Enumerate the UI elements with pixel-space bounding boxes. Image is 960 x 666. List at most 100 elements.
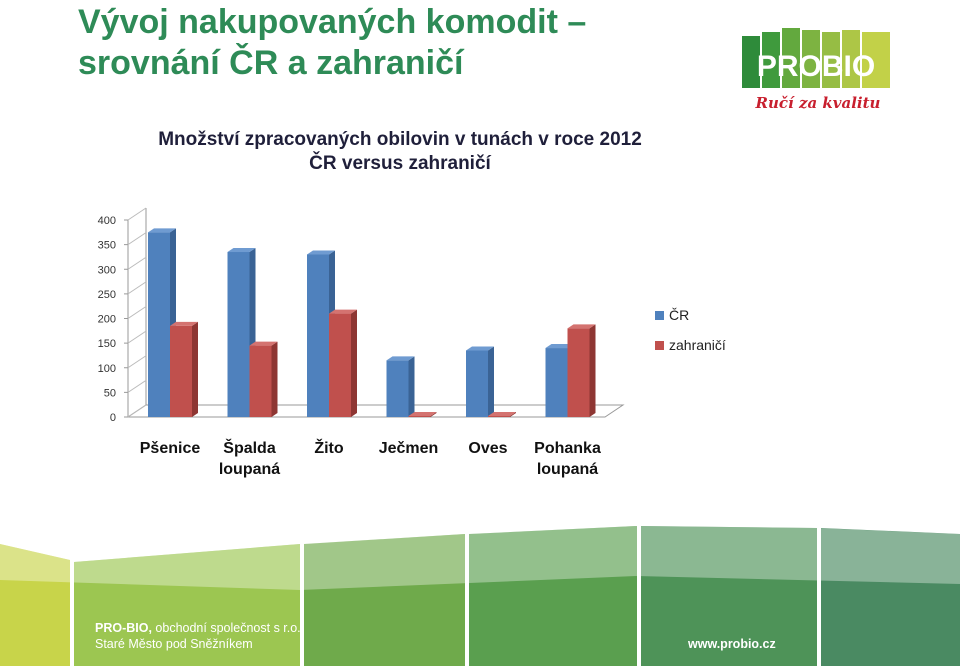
bar-front [148,232,170,417]
probio-logo: PROBIO Ručí za kvalitu [742,28,890,112]
footer-city: Staré Město pod Sněžníkem [95,637,253,651]
bar-side [408,356,415,417]
category-label-line: Pšenice [139,440,201,457]
bar-abroad-0 [170,321,198,417]
category-label: Špalda loupaná [205,438,295,480]
chart-title-line-2: ČR versus zahraničí [309,153,491,174]
category-label-line: Žito [314,440,344,457]
bar-side [192,321,198,417]
category-label-line: Oves [468,440,508,457]
footer-panel-3 [304,534,465,666]
logo-stripe-6 [842,30,860,88]
slide-title-line-1: Vývoj nakupovaných komodit – [78,3,587,41]
footer-company-bold: PRO-BIO, [95,621,152,635]
slide-title-line-2: srovnání ČR a zahraničí [78,44,464,82]
logo-tagline: Ručí za kvalitu [755,94,881,112]
bar-top [488,412,516,416]
bar-top [408,412,437,416]
bar-front [307,254,329,417]
bar-top [307,250,335,255]
bar-top [386,356,415,361]
y-tick-label: 300 [98,264,116,276]
logo-text: PROBIO [757,50,875,83]
bar-top [227,248,256,253]
footer-highlight [0,526,960,590]
bar-top [249,341,278,346]
y-tick-label: 50 [104,387,116,399]
bar-side [488,346,494,417]
logo-stripe-1 [742,36,760,88]
category-label: Žito [284,438,374,459]
bar-side [430,412,437,417]
legend-item-abroad: zahraničí [655,335,726,355]
y-depth-line [127,330,147,344]
y-tick-label: 200 [98,314,116,326]
category-label-line: Špalda [223,440,276,457]
bar-side [351,309,357,417]
bar-top [545,344,574,349]
bar-side [510,412,516,417]
chart-title-line-1: Množství zpracovaných obilovin v tunách … [158,129,642,150]
bar-top [170,321,198,326]
y-depth-line [127,306,147,319]
bar-front [545,348,568,417]
bar-cr-4 [466,346,494,417]
y-depth-line [127,404,147,418]
footer-company: PRO-BIO, obchodní společnost s r.o. [95,620,301,636]
y-tick-label: 150 [98,338,116,350]
bar-top [329,309,357,314]
footer-panel-4 [469,526,637,666]
category-label: Pohanka loupaná [523,438,613,480]
y-tick-label: 0 [110,412,116,424]
logo-stripe-2 [762,32,780,88]
footer-panel-1 [0,544,70,666]
bar-abroad-5 [567,324,596,417]
legend-swatch-cr [655,310,664,320]
y-depth-line [127,379,147,393]
chart-bars [148,228,596,417]
bar-top [466,346,494,351]
legend-label-abroad: zahraničí [669,337,726,353]
category-label-line: loupaná [536,461,599,478]
category-label: Oves [443,438,533,459]
bar-abroad-3 [408,412,437,417]
footer-company-rest: obchodní společnost s r.o. [151,621,301,635]
bar-front [567,328,590,417]
category-label: Pšenice [125,438,215,459]
y-depth-line [127,256,147,270]
footer-panel-5 [641,526,817,666]
category-label: Ječmen [364,438,454,459]
y-depth-line [127,355,147,369]
chart-title: Množství zpracovaných obilovin v tunách … [110,128,690,176]
legend-swatch-abroad [655,340,664,350]
bar-front [329,313,351,417]
legend-item-cr: ČR [655,305,726,325]
bar-side [589,324,596,417]
logo-stripe-7 [862,32,890,88]
bar-abroad-4 [488,412,516,417]
bar-cr-3 [386,356,415,417]
footer-panel-2 [74,544,300,666]
y-depth-line [127,232,147,246]
legend-label-cr: ČR [669,307,690,323]
footer-website[interactable]: www.probio.cz [688,637,776,651]
category-label-line: Ječmen [378,440,439,457]
y-tick-label: 100 [98,363,116,375]
bar-abroad-2 [329,309,357,417]
bar-front [488,416,510,417]
y-tick-label: 400 [98,215,116,227]
bar-top [148,228,176,233]
y-tick-label: 350 [98,240,116,252]
bar-front [249,345,272,417]
footer-panel-6 [821,528,960,666]
logo-stripe-5 [822,32,840,88]
category-label-line: Pohanka [534,440,601,457]
footer-band [0,526,960,666]
bar-abroad-1 [249,341,278,417]
bar-front [170,325,192,417]
bar-chart: 0 50 100 150 200 250 300 350 400 [98,207,625,424]
category-label-line: loupaná [218,461,281,478]
bar-front [466,350,488,417]
bar-front [408,416,431,417]
bar-side [271,341,278,417]
